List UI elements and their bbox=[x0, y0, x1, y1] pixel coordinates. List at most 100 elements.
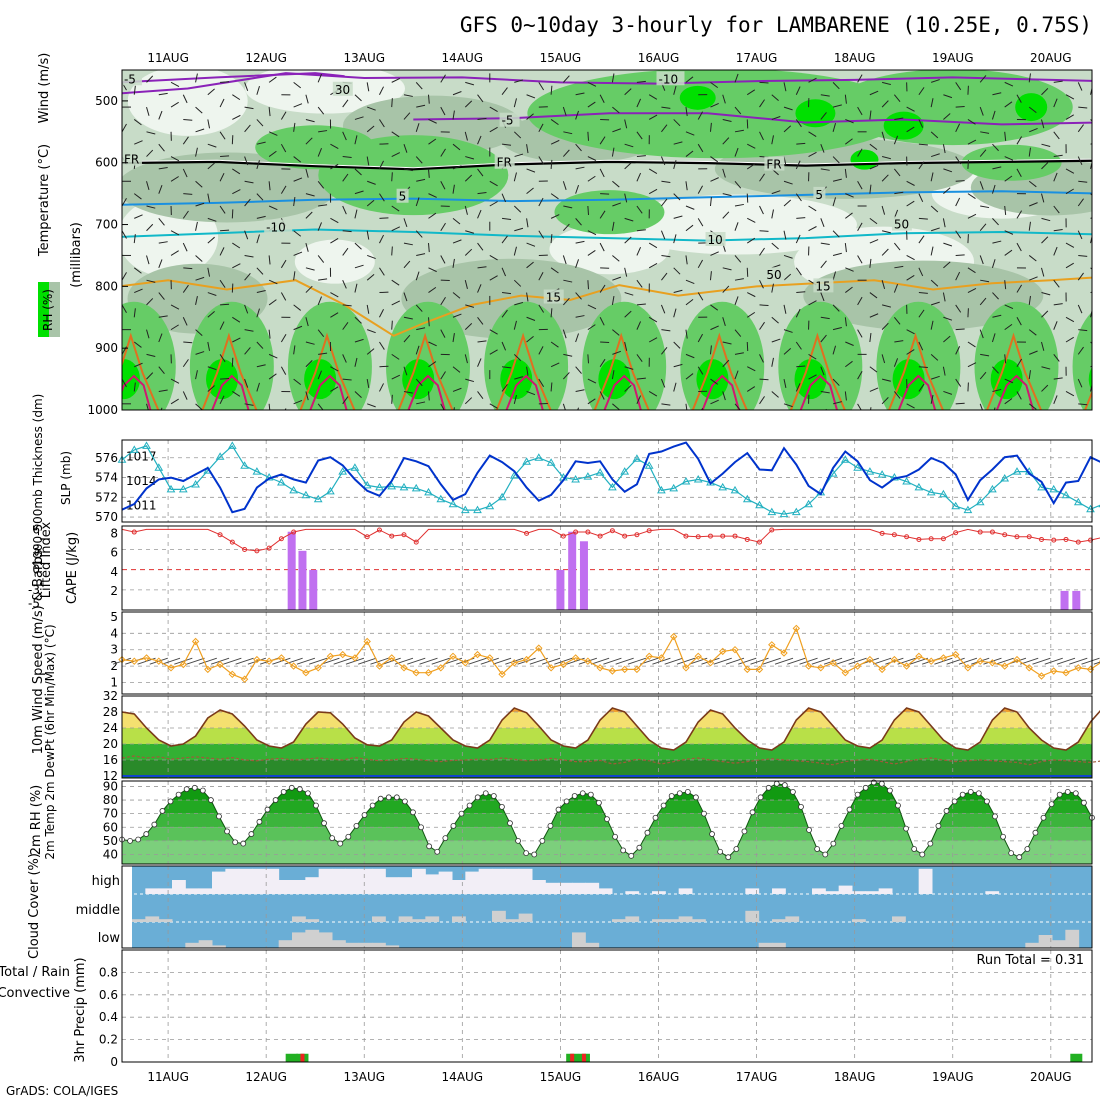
wind-barb bbox=[796, 365, 806, 368]
wind-barb bbox=[318, 352, 328, 355]
wind-barb bbox=[869, 184, 872, 194]
wind-barb bbox=[918, 309, 925, 318]
wind-barb bbox=[170, 81, 180, 88]
wind-barb bbox=[1004, 304, 1014, 310]
wind-barb bbox=[195, 276, 205, 281]
pressure-tick-label: 700 bbox=[95, 218, 118, 232]
thickness-point bbox=[988, 484, 997, 493]
wind-barb bbox=[354, 116, 364, 120]
wind-barb bbox=[832, 123, 837, 132]
wind-barb bbox=[379, 309, 384, 318]
wind-barb bbox=[317, 296, 322, 306]
wind-barb bbox=[293, 177, 303, 182]
wind-barb bbox=[759, 378, 769, 381]
wind-barb bbox=[918, 383, 925, 392]
contour-label: -5 bbox=[124, 72, 136, 86]
wind-barb bbox=[464, 131, 468, 141]
surface-wind-barb bbox=[1044, 657, 1063, 665]
wind-barb bbox=[562, 372, 570, 380]
wind-barb bbox=[575, 92, 585, 96]
wind-barb bbox=[648, 263, 658, 269]
wind-speed-point bbox=[216, 660, 224, 669]
wind-barb bbox=[305, 137, 313, 145]
wind-barb bbox=[943, 316, 953, 321]
wind-barb bbox=[980, 131, 990, 134]
cloud-cover-bar bbox=[598, 888, 613, 894]
wind-barb bbox=[501, 383, 508, 392]
wind-barb bbox=[783, 82, 787, 92]
wind-barb bbox=[513, 246, 517, 256]
contour-label: FR bbox=[766, 158, 781, 172]
cloud-cover-bar bbox=[398, 916, 413, 922]
wind-barb bbox=[1004, 398, 1013, 405]
wind-barb bbox=[930, 353, 939, 361]
wind-barb bbox=[918, 119, 924, 128]
wind-barb bbox=[575, 366, 582, 374]
wind-barb bbox=[355, 414, 364, 417]
wind-speed-point bbox=[853, 662, 862, 670]
wind-barb bbox=[403, 260, 411, 269]
cloud-cover-bar bbox=[318, 868, 333, 894]
wind-barb bbox=[808, 205, 817, 212]
wind-barb bbox=[771, 316, 779, 324]
wind-barb bbox=[489, 201, 498, 207]
thickness-point bbox=[191, 480, 200, 488]
lifted-index-point bbox=[953, 530, 959, 536]
rh2m-point bbox=[507, 820, 513, 827]
wind-barb bbox=[771, 391, 779, 398]
cloud-cover-bar bbox=[1052, 940, 1066, 948]
rh2m-point bbox=[830, 840, 837, 847]
wind-tick-label: 2 bbox=[110, 659, 118, 673]
lifted-index-point bbox=[720, 533, 726, 539]
lifted-index-point bbox=[891, 532, 897, 538]
rh-saturated-area bbox=[883, 111, 924, 140]
rh2m-point bbox=[660, 802, 667, 809]
wind-barb bbox=[195, 180, 203, 188]
wind-barb bbox=[624, 267, 628, 277]
wind-speed-point bbox=[669, 632, 678, 641]
wind-barb bbox=[660, 378, 666, 388]
wind-speed-point bbox=[130, 657, 139, 665]
wind-barb bbox=[293, 122, 296, 132]
wind-barb bbox=[293, 345, 296, 355]
wind-barb bbox=[354, 338, 364, 343]
wind-barb bbox=[587, 304, 597, 310]
wind-barb bbox=[660, 304, 666, 314]
wind-barb bbox=[979, 223, 987, 232]
wind-barb bbox=[832, 104, 842, 108]
rh2m-point bbox=[256, 818, 263, 825]
wind-speed-point bbox=[363, 637, 371, 646]
wind-tick-label: 3 bbox=[110, 643, 118, 657]
wind-barb bbox=[881, 230, 891, 234]
cloud-cover-bar bbox=[572, 932, 586, 948]
wind-barb bbox=[832, 304, 840, 312]
wind-barb bbox=[452, 292, 461, 299]
wind-barb bbox=[195, 370, 198, 380]
wind-barb bbox=[256, 382, 260, 392]
cloud-cover-bar bbox=[385, 877, 400, 894]
rh-band bbox=[122, 840, 1092, 864]
wind-barb bbox=[587, 398, 596, 405]
rh2m-point bbox=[199, 787, 206, 794]
wind-barb bbox=[550, 234, 553, 244]
wind-barb bbox=[918, 161, 925, 170]
rh2m-point bbox=[822, 851, 829, 858]
wind-barb bbox=[232, 189, 241, 195]
wind-barb bbox=[513, 131, 522, 139]
wind-speed-point bbox=[571, 654, 580, 662]
rh2m-point bbox=[490, 793, 497, 799]
wind-barb bbox=[771, 338, 781, 343]
wind-barb bbox=[795, 308, 801, 318]
wind-barb bbox=[1016, 317, 1022, 326]
cloud-cover-bar bbox=[852, 919, 866, 922]
rh-dry-area bbox=[245, 70, 405, 114]
wind-barb bbox=[955, 254, 965, 256]
thickness-point bbox=[583, 472, 593, 480]
wind-barb bbox=[869, 143, 878, 150]
wind-speed-point bbox=[400, 664, 408, 672]
wind-barb bbox=[991, 333, 996, 343]
wind-barb bbox=[881, 156, 891, 160]
wind-barb bbox=[317, 255, 325, 263]
cloud-cover-bar bbox=[785, 916, 800, 922]
